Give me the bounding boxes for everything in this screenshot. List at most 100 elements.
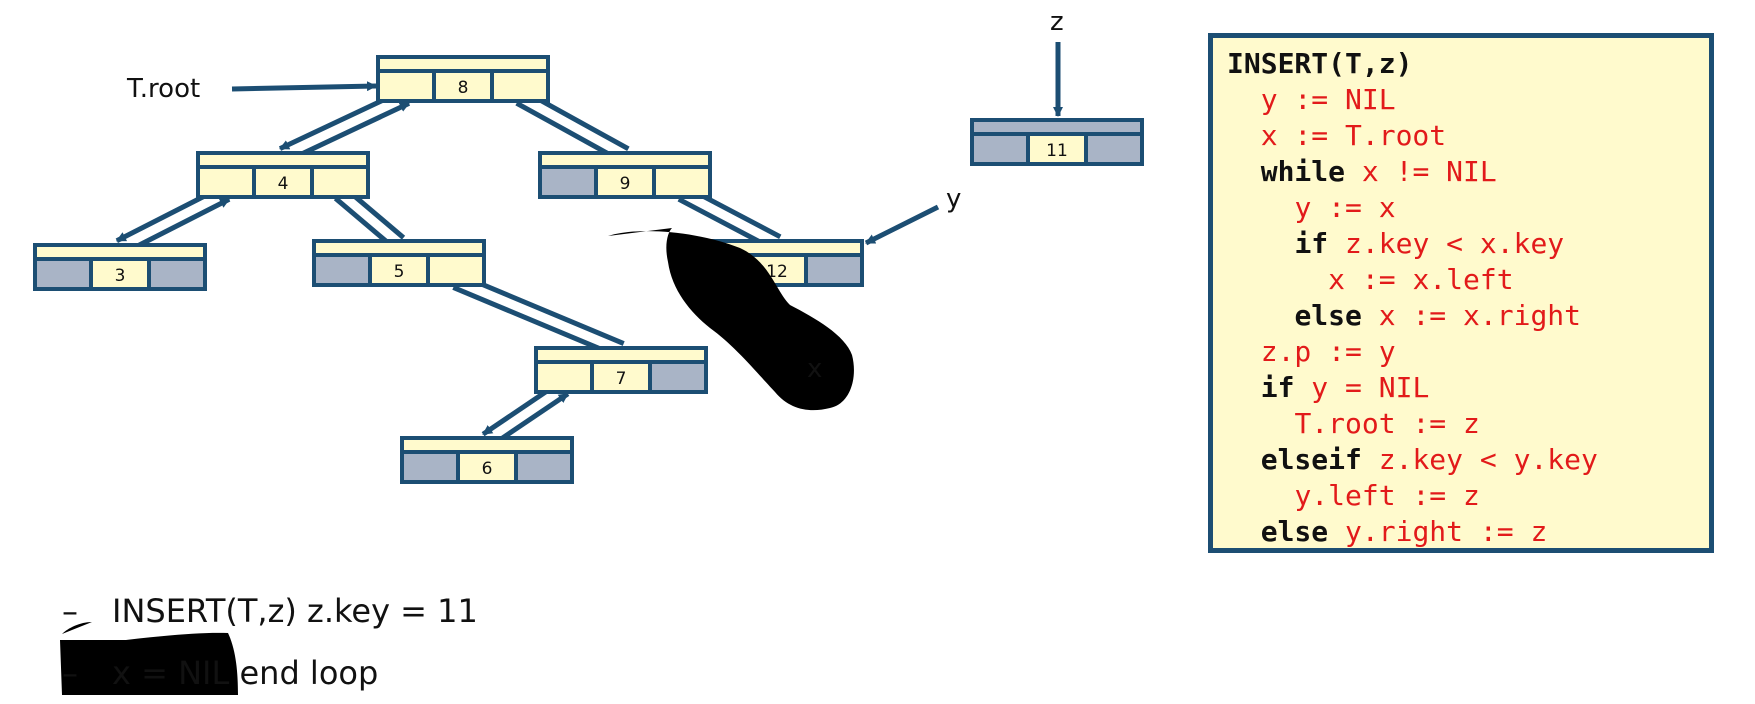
code-token [1328,227,1345,260]
code-line: T.root := z [1227,406,1695,442]
code-token [1362,299,1379,332]
code-token [1227,335,1261,368]
code-token [1345,155,1362,188]
node-left-field [534,360,594,394]
code-token [1362,443,1379,476]
node-key: 12 [766,262,788,282]
code-token [1227,479,1294,512]
code-token [1227,443,1261,476]
code-token [1227,299,1294,332]
code-line: INSERT(T,z) [1227,46,1695,82]
code-token [1227,263,1328,296]
code-token: y := NIL [1260,83,1396,116]
edge-n5-n7 [452,272,625,359]
code-token: z.key < y.key [1378,443,1598,476]
notes-list: – INSERT(T,z) z.key = 11 – x = NIL end loo… [62,580,478,704]
code-line: else x := x.right [1227,298,1695,334]
code-token: y.left := z [1294,479,1480,512]
node-parent-field [534,346,708,364]
node-left-field [196,165,256,199]
code-token [1227,407,1294,440]
code-token [1227,515,1261,548]
code-line: else y.right := z [1227,514,1695,550]
code-token: z.key < x.key [1345,227,1565,260]
code-line: while x != NIL [1227,154,1695,190]
node-3: 3 [33,243,207,291]
code-line: if y = NIL [1227,370,1695,406]
note-insert: – INSERT(T,z) z.key = 11 [62,580,478,642]
node-parent-field [970,118,1144,136]
label-y: y [946,184,961,214]
code-line: x := T.root [1227,118,1695,154]
node-11: 11 [970,118,1144,166]
node-right-field [648,360,708,394]
code-token: x := T.root [1260,119,1447,152]
label-x: x [807,354,822,384]
code-token: y = NIL [1311,371,1430,404]
code-token [1227,83,1261,116]
code-token [1227,119,1261,152]
child-pointer [452,285,620,359]
node-left-field [312,253,372,287]
code-line: y := NIL [1227,82,1695,118]
label-z: z [1050,7,1064,37]
y-pointer-arrow [864,204,940,246]
node-parent-field [196,151,370,169]
node-right-field [804,253,864,287]
note-dash: – [62,654,78,692]
code-line: y := x [1227,190,1695,226]
node-left-field [376,69,436,103]
note-text: x = NIL end loop [112,654,379,692]
note-end-loop: – x = NIL end loop [62,642,478,704]
code-line: y.left := z [1227,478,1695,514]
code-token: else [1294,299,1362,332]
red-bracket-left [62,622,92,634]
root-pointer-arrow [231,81,377,92]
code-token: INSERT(T,z) [1227,47,1413,80]
tree-nodes: 8 4 9 3 5 12 7 6 11 [33,55,1144,484]
node-key: 3 [115,266,126,286]
parent-pointer [457,272,625,346]
node-left-field [400,450,460,484]
node-right-field [426,253,486,287]
label-t-root: T.root [126,74,200,104]
node-key: 4 [278,174,289,194]
node-key: 11 [1046,141,1068,161]
node-key: 5 [394,262,405,282]
code-token: while [1260,155,1346,188]
red-circle-scribble [608,228,854,411]
node-key-field [1026,132,1088,166]
node-key: 6 [482,459,493,479]
node-parent-field [376,55,550,73]
node-7: 7 [534,346,708,394]
code-line: z.p := y [1227,334,1695,370]
pseudocode-lines: INSERT(T,z) y := NIL x := T.root while x… [1227,46,1695,550]
note-text: INSERT(T,z) z.key = 11 [112,592,478,630]
node-parent-field [538,151,712,169]
node-key: 8 [458,78,469,98]
node-8: 8 [376,55,550,103]
node-key-field [368,253,430,287]
code-line: elseif z.key < y.key [1227,442,1695,478]
node-right-field [490,69,550,103]
node-right-field [1084,132,1144,166]
node-right-field [514,450,574,484]
code-token: y := x [1294,191,1396,224]
node-right-field [652,165,712,199]
red-box-scribble [60,632,238,695]
code-token [1227,155,1261,188]
code-token [1294,371,1311,404]
code-token: x := x.left [1328,263,1514,296]
node-right-field [147,257,207,291]
node-9: 9 [538,151,712,199]
code-token: z.p := y [1260,335,1396,368]
node-parent-field [312,239,486,257]
code-token: else [1260,515,1329,548]
code-token: if [1260,371,1295,404]
code-token [1227,191,1294,224]
node-parent-field [400,436,574,454]
node-4: 4 [196,151,370,199]
node-6: 6 [400,436,574,484]
insert-pseudocode-box: INSERT(T,z) y := NIL x := T.root while x… [1208,33,1714,553]
